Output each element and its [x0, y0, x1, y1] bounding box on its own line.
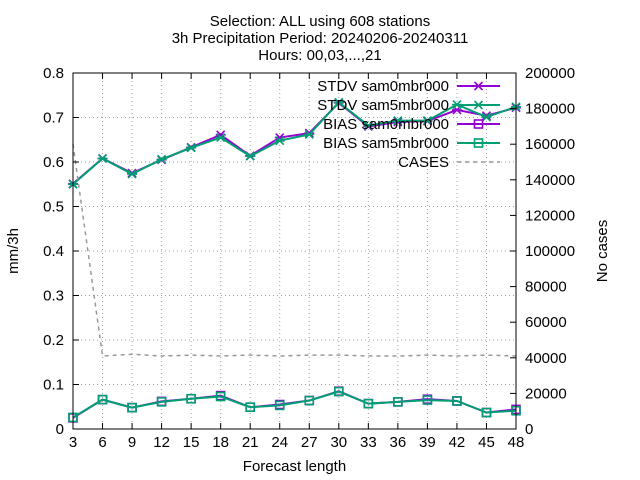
chart-title-line-2: 3h Precipitation Period: 20240206-202403… [171, 30, 469, 47]
series-layer [68, 97, 521, 423]
series-point-3 [186, 393, 196, 404]
y2-tick-label: 0 [525, 421, 533, 438]
y-axis-label: mm/3h [5, 228, 22, 274]
y2-tick-label: 80000 [525, 279, 567, 296]
series-point-1 [392, 116, 403, 126]
y2-tick-label: 140000 [525, 172, 575, 189]
x-tick-label: 45 [478, 434, 495, 451]
series-line-1 [72, 101, 517, 186]
chart-title-line-1: Selection: ALL using 608 stations [209, 13, 431, 30]
series-point-1 [333, 97, 344, 107]
y2-tick-label: 100000 [525, 243, 575, 260]
x-axis-label: Forecast length [243, 458, 346, 475]
y2-axis-label: No cases [594, 220, 611, 283]
y2-tick-label: 60000 [525, 314, 567, 331]
x-tick-label: 36 [390, 434, 407, 451]
y-tick-label: 0.1 [43, 377, 64, 394]
x-tick-label: 48 [508, 434, 525, 451]
x-tick-label: 30 [330, 434, 347, 451]
x-tick-label: 33 [360, 434, 377, 451]
axis-ticks: 3 6 9 12 15 18 21 24 27 30 33 36 39 42 45 4800.10.20.30… [43, 65, 575, 451]
series-line-2 [72, 390, 517, 419]
series-point-1 [156, 154, 167, 164]
y-tick-label: 0.4 [43, 243, 64, 260]
legend-marker-3 [473, 138, 484, 148]
x-tick-label: 21 [242, 434, 259, 451]
series-point-1 [186, 143, 197, 153]
series-point-3 [215, 391, 226, 402]
series-point-3 [274, 400, 285, 411]
series-point-3 [422, 395, 433, 405]
y-tick-label: 0.5 [43, 199, 64, 216]
y-tick-label: 0.8 [43, 65, 64, 82]
series-point-1 [127, 169, 138, 179]
y-tick-label: 0.3 [43, 288, 64, 305]
x-tick-label: 6 [98, 434, 106, 451]
x-tick-label: 39 [419, 434, 436, 451]
y2-tick-label: 200000 [525, 65, 575, 82]
series-point-1 [304, 129, 315, 139]
legend-label-1: STDV sam5mbr000 [317, 97, 449, 114]
x-tick-label: 15 [183, 434, 200, 451]
series-line-3 [72, 390, 517, 419]
series-point-3 [304, 395, 315, 406]
y2-tick-label: 20000 [525, 385, 567, 402]
y2-tick-label: 180000 [525, 101, 575, 118]
series-point-1 [97, 153, 108, 164]
grid-lines [73, 73, 516, 429]
x-tick-label: 24 [271, 434, 288, 451]
x-tick-label: 18 [212, 434, 229, 451]
series-point-3 [333, 386, 344, 397]
y2-tick-label: 120000 [525, 207, 575, 224]
legend-marker-1 [473, 100, 484, 110]
series-point-1 [215, 132, 226, 143]
series-point-1 [274, 136, 285, 146]
legend-label-0: STDV sam0mbr000 [317, 78, 449, 95]
legend-label-2: BIAS sam0mbr000 [323, 116, 449, 133]
series-line-4 [72, 144, 517, 357]
series-point-3 [97, 394, 108, 405]
chart-title-line-3: Hours: 00,03,...,21 [258, 47, 382, 64]
legend-label-3: BIAS sam5mbr000 [323, 135, 449, 152]
series-point-3 [452, 396, 462, 406]
series-point-3 [481, 407, 492, 418]
y-tick-label: 0.6 [43, 154, 64, 171]
y2-tick-label: 160000 [525, 136, 575, 153]
y2-tick-label: 40000 [525, 350, 567, 367]
series-point-1 [363, 120, 374, 131]
x-tick-label: 42 [449, 434, 466, 451]
legend-label-4: CASES [398, 154, 449, 171]
x-tick-label: 27 [301, 434, 318, 451]
legend-marker-2 [473, 119, 484, 129]
series-point-3 [127, 402, 137, 413]
legend-marker-0 [473, 81, 484, 91]
series-point-3 [393, 397, 403, 407]
series-point-3 [156, 397, 167, 407]
y-tick-label: 0.7 [43, 110, 64, 127]
series-point-1 [245, 151, 256, 161]
x-tick-label: 9 [128, 434, 136, 451]
series-point-3 [363, 398, 374, 409]
series-point-3 [245, 402, 255, 412]
series-point-1 [481, 112, 492, 122]
y-tick-label: 0 [56, 421, 64, 438]
x-tick-label: 12 [153, 434, 170, 451]
y-tick-label: 0.2 [43, 332, 64, 349]
x-tick-label: 3 [69, 434, 77, 451]
series-point-1 [422, 116, 433, 126]
legend: STDV sam0mbr000 STDV sam5mbr000 BIAS sam0m… [317, 78, 500, 171]
series-line-0 [72, 101, 517, 185]
